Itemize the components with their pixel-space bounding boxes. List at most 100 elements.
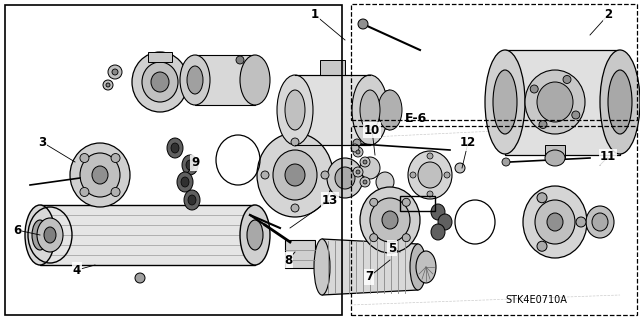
Ellipse shape: [356, 170, 360, 174]
Polygon shape: [505, 50, 620, 155]
Ellipse shape: [291, 138, 299, 146]
Text: 11: 11: [600, 151, 616, 164]
Text: 5: 5: [388, 241, 396, 255]
Ellipse shape: [353, 139, 361, 147]
Ellipse shape: [25, 205, 55, 265]
Ellipse shape: [431, 224, 445, 240]
Ellipse shape: [600, 50, 640, 154]
Ellipse shape: [403, 198, 410, 206]
Ellipse shape: [103, 80, 113, 90]
Ellipse shape: [135, 273, 145, 283]
Text: STK4E0710A: STK4E0710A: [505, 295, 567, 305]
Ellipse shape: [180, 55, 210, 105]
Polygon shape: [295, 75, 370, 145]
Ellipse shape: [376, 172, 394, 192]
Ellipse shape: [427, 153, 433, 159]
Text: 9: 9: [191, 157, 199, 169]
Ellipse shape: [586, 206, 614, 238]
Ellipse shape: [363, 180, 367, 184]
Ellipse shape: [535, 200, 575, 244]
Ellipse shape: [142, 62, 178, 102]
Ellipse shape: [360, 177, 370, 187]
Bar: [351, 126, 637, 315]
Ellipse shape: [111, 153, 120, 162]
Ellipse shape: [370, 234, 378, 242]
Polygon shape: [545, 145, 565, 158]
Ellipse shape: [186, 160, 194, 170]
Ellipse shape: [171, 143, 179, 153]
Polygon shape: [370, 90, 390, 130]
Ellipse shape: [370, 198, 410, 242]
Ellipse shape: [525, 70, 585, 134]
Bar: [400, 196, 435, 211]
Ellipse shape: [360, 90, 380, 130]
Ellipse shape: [247, 220, 263, 250]
Ellipse shape: [493, 70, 517, 134]
Text: 12: 12: [460, 137, 476, 150]
Ellipse shape: [111, 188, 120, 197]
Ellipse shape: [70, 143, 130, 207]
Ellipse shape: [485, 50, 525, 154]
Text: 3: 3: [38, 136, 46, 149]
Ellipse shape: [563, 76, 571, 84]
Ellipse shape: [277, 75, 313, 145]
Ellipse shape: [438, 214, 452, 230]
Ellipse shape: [112, 69, 118, 75]
Ellipse shape: [285, 90, 305, 130]
Ellipse shape: [80, 188, 89, 197]
Ellipse shape: [240, 205, 270, 265]
Ellipse shape: [80, 153, 89, 162]
Ellipse shape: [382, 211, 398, 229]
Ellipse shape: [572, 111, 580, 119]
Ellipse shape: [132, 52, 188, 112]
Ellipse shape: [182, 155, 198, 175]
Ellipse shape: [184, 190, 200, 210]
Ellipse shape: [537, 241, 547, 251]
Ellipse shape: [291, 204, 299, 212]
Ellipse shape: [240, 55, 270, 105]
Ellipse shape: [537, 82, 573, 122]
Polygon shape: [40, 205, 255, 265]
Polygon shape: [195, 55, 255, 105]
Ellipse shape: [539, 121, 547, 129]
Ellipse shape: [416, 251, 436, 283]
Ellipse shape: [353, 147, 363, 157]
Ellipse shape: [455, 163, 465, 173]
Ellipse shape: [410, 172, 416, 178]
Ellipse shape: [576, 217, 586, 227]
Ellipse shape: [44, 227, 56, 243]
Ellipse shape: [537, 193, 547, 203]
Ellipse shape: [187, 66, 203, 94]
Text: 4: 4: [73, 263, 81, 277]
Ellipse shape: [431, 204, 445, 220]
Ellipse shape: [236, 56, 244, 64]
Ellipse shape: [353, 167, 363, 177]
Ellipse shape: [352, 75, 388, 145]
Ellipse shape: [360, 187, 420, 253]
Ellipse shape: [177, 172, 193, 192]
Ellipse shape: [363, 160, 367, 164]
Ellipse shape: [351, 144, 359, 152]
Ellipse shape: [403, 234, 410, 242]
Ellipse shape: [410, 244, 426, 290]
Text: 7: 7: [365, 271, 373, 284]
Ellipse shape: [167, 138, 183, 158]
Text: E-6: E-6: [405, 112, 427, 124]
Ellipse shape: [37, 218, 63, 252]
Ellipse shape: [327, 158, 363, 198]
Ellipse shape: [427, 191, 433, 197]
Ellipse shape: [547, 213, 563, 231]
Text: 2: 2: [604, 9, 612, 21]
Ellipse shape: [370, 198, 378, 206]
Ellipse shape: [523, 186, 587, 258]
Ellipse shape: [106, 83, 110, 87]
Ellipse shape: [151, 72, 169, 92]
Ellipse shape: [92, 166, 108, 184]
Ellipse shape: [257, 133, 333, 217]
Ellipse shape: [108, 65, 122, 79]
Ellipse shape: [502, 158, 510, 166]
Ellipse shape: [80, 153, 120, 197]
Ellipse shape: [592, 213, 608, 231]
Ellipse shape: [356, 150, 360, 154]
Ellipse shape: [32, 220, 48, 250]
